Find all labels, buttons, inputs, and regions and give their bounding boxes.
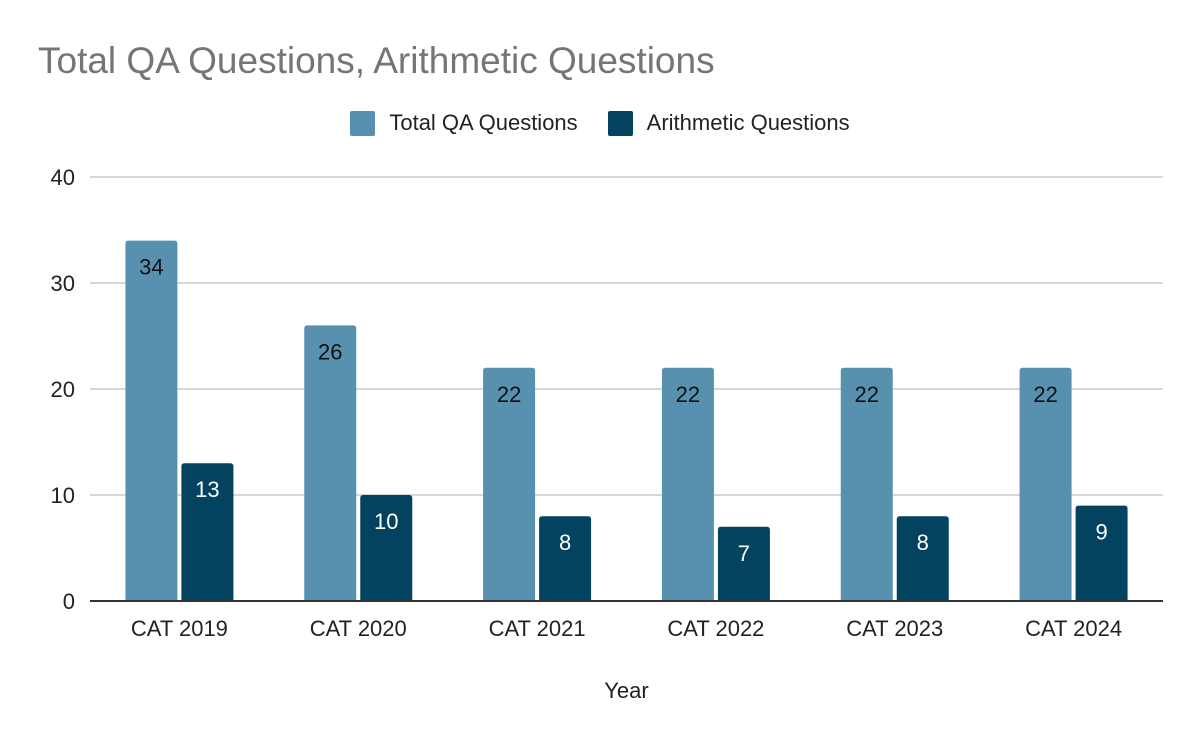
- x-tick-label: CAT 2022: [667, 616, 764, 641]
- data-label: 13: [195, 477, 219, 502]
- data-labels: 34 13 26 10 22 8 22 7 22 8 22 9: [139, 255, 1108, 566]
- x-tick-label: CAT 2021: [489, 616, 586, 641]
- legend: Total QA Questions Arithmetic Questions: [0, 110, 1200, 136]
- data-label: 22: [855, 382, 879, 407]
- data-label: 22: [676, 382, 700, 407]
- data-label: 22: [1033, 382, 1057, 407]
- data-label: 26: [318, 339, 342, 364]
- bar[interactable]: [539, 516, 592, 601]
- x-tick-label: CAT 2023: [846, 616, 943, 641]
- bar[interactable]: [304, 325, 357, 601]
- legend-label-arithmetic: Arithmetic Questions: [646, 110, 850, 135]
- legend-item-arithmetic[interactable]: Arithmetic Questions: [607, 110, 850, 136]
- data-label: 22: [497, 382, 521, 407]
- bar[interactable]: [840, 367, 893, 601]
- bars: [125, 240, 1128, 601]
- bar[interactable]: [896, 516, 949, 601]
- legend-swatch-arithmetic: [607, 110, 633, 136]
- data-label: 8: [917, 530, 929, 555]
- x-tick-label: CAT 2019: [131, 616, 228, 641]
- legend-item-total-qa[interactable]: Total QA Questions: [350, 110, 578, 136]
- y-tick-label: 40: [51, 165, 75, 190]
- gridlines: [90, 176, 1163, 496]
- data-label: 7: [738, 541, 750, 566]
- x-tick-label: CAT 2024: [1025, 616, 1122, 641]
- legend-swatch-total-qa: [350, 110, 376, 136]
- data-label: 34: [139, 255, 163, 280]
- bar[interactable]: [717, 526, 770, 601]
- x-axis-title: Year: [604, 678, 648, 703]
- y-tick-labels: 0 10 20 30 40: [51, 165, 75, 614]
- bar[interactable]: [661, 367, 714, 601]
- y-tick-label: 10: [51, 483, 75, 508]
- y-tick-label: 0: [63, 589, 75, 614]
- x-tick-label: CAT 2020: [310, 616, 407, 641]
- y-tick-label: 20: [51, 377, 75, 402]
- legend-label-total-qa: Total QA Questions: [389, 110, 578, 135]
- bar[interactable]: [360, 495, 413, 601]
- bar[interactable]: [125, 240, 178, 601]
- x-tick-labels: CAT 2019 CAT 2020 CAT 2021 CAT 2022 CAT 2023…: [131, 616, 1122, 641]
- y-tick-label: 30: [51, 271, 75, 296]
- data-label: 10: [374, 509, 398, 534]
- bar[interactable]: [1019, 367, 1072, 601]
- data-label: 8: [559, 530, 571, 555]
- bar[interactable]: [483, 367, 536, 601]
- bar[interactable]: [181, 463, 234, 601]
- bar[interactable]: [1075, 505, 1128, 601]
- data-label: 9: [1095, 520, 1107, 545]
- chart-title: Total QA Questions, Arithmetic Questions: [38, 40, 715, 81]
